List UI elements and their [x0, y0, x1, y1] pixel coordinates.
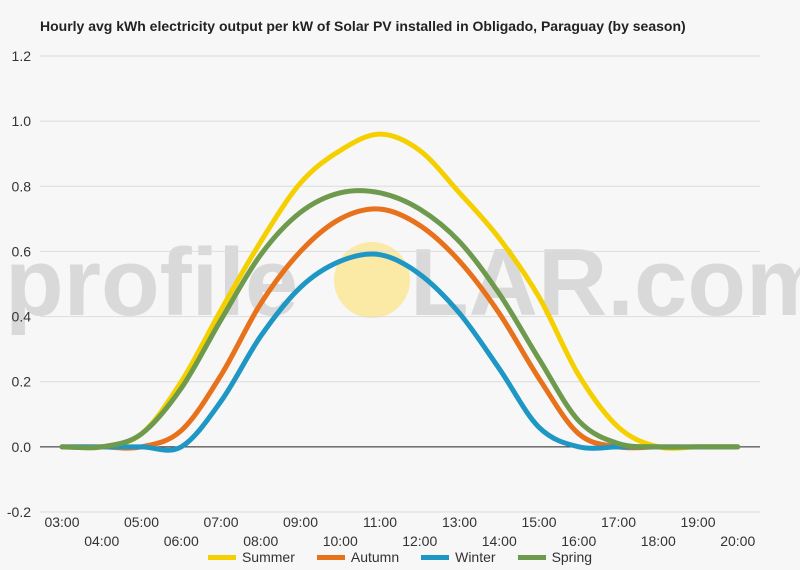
- x-tick-label: 13:00: [442, 514, 477, 530]
- legend: Summer Autumn Winter Spring: [0, 549, 800, 565]
- x-tick-label: 10:00: [323, 533, 358, 549]
- x-tick-label: 06:00: [164, 533, 199, 549]
- legend-label: Winter: [455, 549, 496, 565]
- x-tick-label: 19:00: [680, 514, 715, 530]
- series-line-summer[interactable]: [59, 131, 741, 451]
- y-tick-label: 1.0: [12, 113, 32, 129]
- series-lines: [59, 131, 741, 453]
- x-tick-label: 18:00: [641, 533, 676, 549]
- x-tick-label: 17:00: [601, 514, 636, 530]
- x-tick-label: 03:00: [44, 514, 79, 530]
- x-tick-label: 11:00: [363, 514, 397, 530]
- series-line-winter[interactable]: [59, 251, 741, 453]
- y-tick-label: 0.6: [12, 243, 32, 259]
- watermark-text-left: profile: [5, 229, 298, 336]
- watermark-text-right: LAR.com: [410, 229, 800, 336]
- legend-label: Summer: [241, 549, 295, 565]
- watermark: profile LAR.com: [5, 229, 800, 336]
- y-tick-label: 0.8: [12, 178, 32, 194]
- watermark-sun-icon: [334, 242, 410, 318]
- x-tick-label: 20:00: [720, 533, 755, 549]
- x-tick-label: 08:00: [243, 533, 278, 549]
- legend-item-spring[interactable]: Spring: [517, 549, 593, 565]
- series-line-spring[interactable]: [59, 188, 741, 451]
- legend-item-autumn[interactable]: Autumn: [316, 549, 400, 565]
- legend-item-winter[interactable]: Winter: [421, 549, 496, 565]
- legend-swatch: [316, 554, 345, 560]
- legend-label: Spring: [551, 549, 593, 565]
- x-tick-label: 12:00: [402, 533, 437, 549]
- x-tick-label: 05:00: [124, 514, 159, 530]
- x-tick-label: 15:00: [521, 514, 556, 530]
- y-tick-label: 0.4: [12, 309, 32, 325]
- x-tick-label: 16:00: [561, 533, 596, 549]
- legend-swatch: [517, 554, 546, 560]
- legend-label: Autumn: [350, 549, 400, 565]
- y-tick-label: -0.2: [7, 504, 31, 520]
- y-tick-label: 0.2: [12, 374, 32, 390]
- x-tick-label: 14:00: [482, 533, 517, 549]
- x-tick-label: 07:00: [203, 514, 238, 530]
- legend-swatch: [207, 554, 236, 560]
- y-tick-label: 1.2: [12, 48, 32, 64]
- legend-item-summer[interactable]: Summer: [207, 549, 295, 565]
- y-axis-ticks: 1.2 1.0 0.8 0.6 0.4 0.2 0.0 -0.2: [7, 48, 31, 520]
- y-tick-label: 0.0: [12, 439, 32, 455]
- chart-title: Hourly avg kWh electricity output per kW…: [40, 18, 686, 34]
- legend-swatch: [421, 554, 450, 560]
- x-tick-label: 09:00: [283, 514, 318, 530]
- x-tick-label: 04:00: [84, 533, 119, 549]
